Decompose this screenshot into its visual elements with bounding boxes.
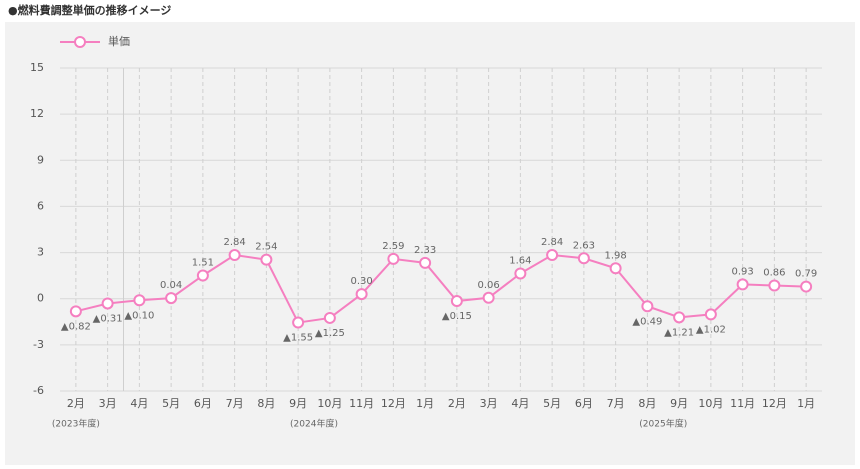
- data-point: [736, 278, 749, 291]
- x-tick-label: 3月: [480, 397, 498, 410]
- data-label: ▲0.31: [93, 313, 123, 324]
- year-label: (2024年度): [290, 418, 338, 430]
- data-label: ▲1.21: [664, 327, 694, 338]
- y-tick-label: -6: [33, 384, 44, 397]
- x-tick-label: 5月: [543, 397, 561, 410]
- year-label: (2025年度): [639, 418, 687, 430]
- data-point: [165, 292, 178, 305]
- x-tick-label: 8月: [638, 397, 656, 410]
- x-tick-label: 10月: [317, 397, 342, 410]
- data-point: [704, 308, 717, 321]
- data-label: 0.04: [160, 280, 182, 291]
- x-tick-label: 12月: [762, 397, 787, 410]
- data-label: 1.51: [192, 257, 214, 268]
- data-label: 0.06: [477, 280, 499, 291]
- y-tick-label: 15: [30, 61, 44, 74]
- data-point: [768, 279, 781, 292]
- y-tick-label: 3: [37, 246, 44, 259]
- x-tick-label: 7月: [607, 397, 625, 410]
- x-tick-label: 12月: [381, 397, 406, 410]
- data-label: 2.84: [223, 237, 245, 248]
- data-label: 2.33: [414, 245, 436, 256]
- data-label: ▲0.10: [124, 310, 154, 321]
- data-point: [228, 249, 241, 262]
- data-label: ▲0.49: [632, 316, 662, 327]
- data-label: ▲1.02: [696, 324, 726, 335]
- data-point: [609, 262, 622, 275]
- data-point: [133, 294, 146, 307]
- x-tick-label: 9月: [670, 397, 688, 410]
- data-point: [387, 252, 400, 265]
- x-tick-label: 2月: [448, 397, 466, 410]
- data-point: [292, 316, 305, 329]
- x-tick-label: 1月: [797, 397, 815, 410]
- y-tick-label: 9: [37, 153, 44, 166]
- data-label: 0.93: [731, 266, 753, 277]
- chart-title: ●燃料費調整単価の推移イメージ: [8, 3, 171, 17]
- x-tick-label: 1月: [416, 397, 434, 410]
- data-label: 0.79: [795, 269, 817, 280]
- y-tick-label: 0: [37, 292, 44, 305]
- data-point: [546, 249, 559, 262]
- x-tick-label: 9月: [289, 397, 307, 410]
- x-tick-label: 4月: [511, 397, 529, 410]
- data-point: [482, 291, 495, 304]
- x-tick-label: 7月: [226, 397, 244, 410]
- x-tick-label: 11月: [730, 397, 755, 410]
- y-tick-label: 6: [37, 199, 44, 212]
- data-label: 0.30: [350, 276, 372, 287]
- x-tick-label: 8月: [257, 397, 275, 410]
- data-label: 1.98: [604, 250, 626, 261]
- x-tick-label: 11月: [349, 397, 374, 410]
- y-tick-label: 12: [30, 107, 44, 120]
- data-label: 2.84: [541, 237, 563, 248]
- legend-marker: [74, 36, 86, 48]
- data-label: ▲1.55: [283, 333, 313, 344]
- legend-label: 単価: [108, 34, 130, 48]
- data-label: 1.64: [509, 255, 531, 266]
- data-label: 0.86: [763, 267, 785, 278]
- data-label: 2.59: [382, 241, 404, 252]
- data-point: [419, 256, 432, 269]
- y-tick-label: -3: [33, 338, 44, 351]
- data-label: ▲0.82: [61, 321, 91, 332]
- x-tick-label: 3月: [99, 397, 117, 410]
- data-point: [69, 305, 82, 318]
- data-point: [577, 252, 590, 265]
- data-point: [260, 253, 273, 266]
- data-label: ▲0.15: [442, 311, 472, 322]
- data-label: 2.63: [573, 240, 595, 251]
- x-tick-label: 2月: [67, 397, 85, 410]
- x-tick-label: 6月: [575, 397, 593, 410]
- data-point: [450, 295, 463, 308]
- data-point: [673, 311, 686, 324]
- data-label: ▲1.25: [315, 328, 345, 339]
- data-point: [196, 269, 209, 282]
- x-tick-label: 5月: [162, 397, 180, 410]
- data-point: [641, 300, 654, 313]
- data-point: [101, 297, 114, 310]
- year-label: (2023年度): [52, 418, 100, 430]
- data-point: [355, 288, 368, 301]
- data-point: [323, 311, 336, 324]
- data-point: [800, 280, 813, 293]
- x-tick-label: 6月: [194, 397, 212, 410]
- data-point: [514, 267, 527, 280]
- x-tick-label: 4月: [130, 397, 148, 410]
- data-label: 2.54: [255, 242, 277, 253]
- x-tick-label: 10月: [698, 397, 723, 410]
